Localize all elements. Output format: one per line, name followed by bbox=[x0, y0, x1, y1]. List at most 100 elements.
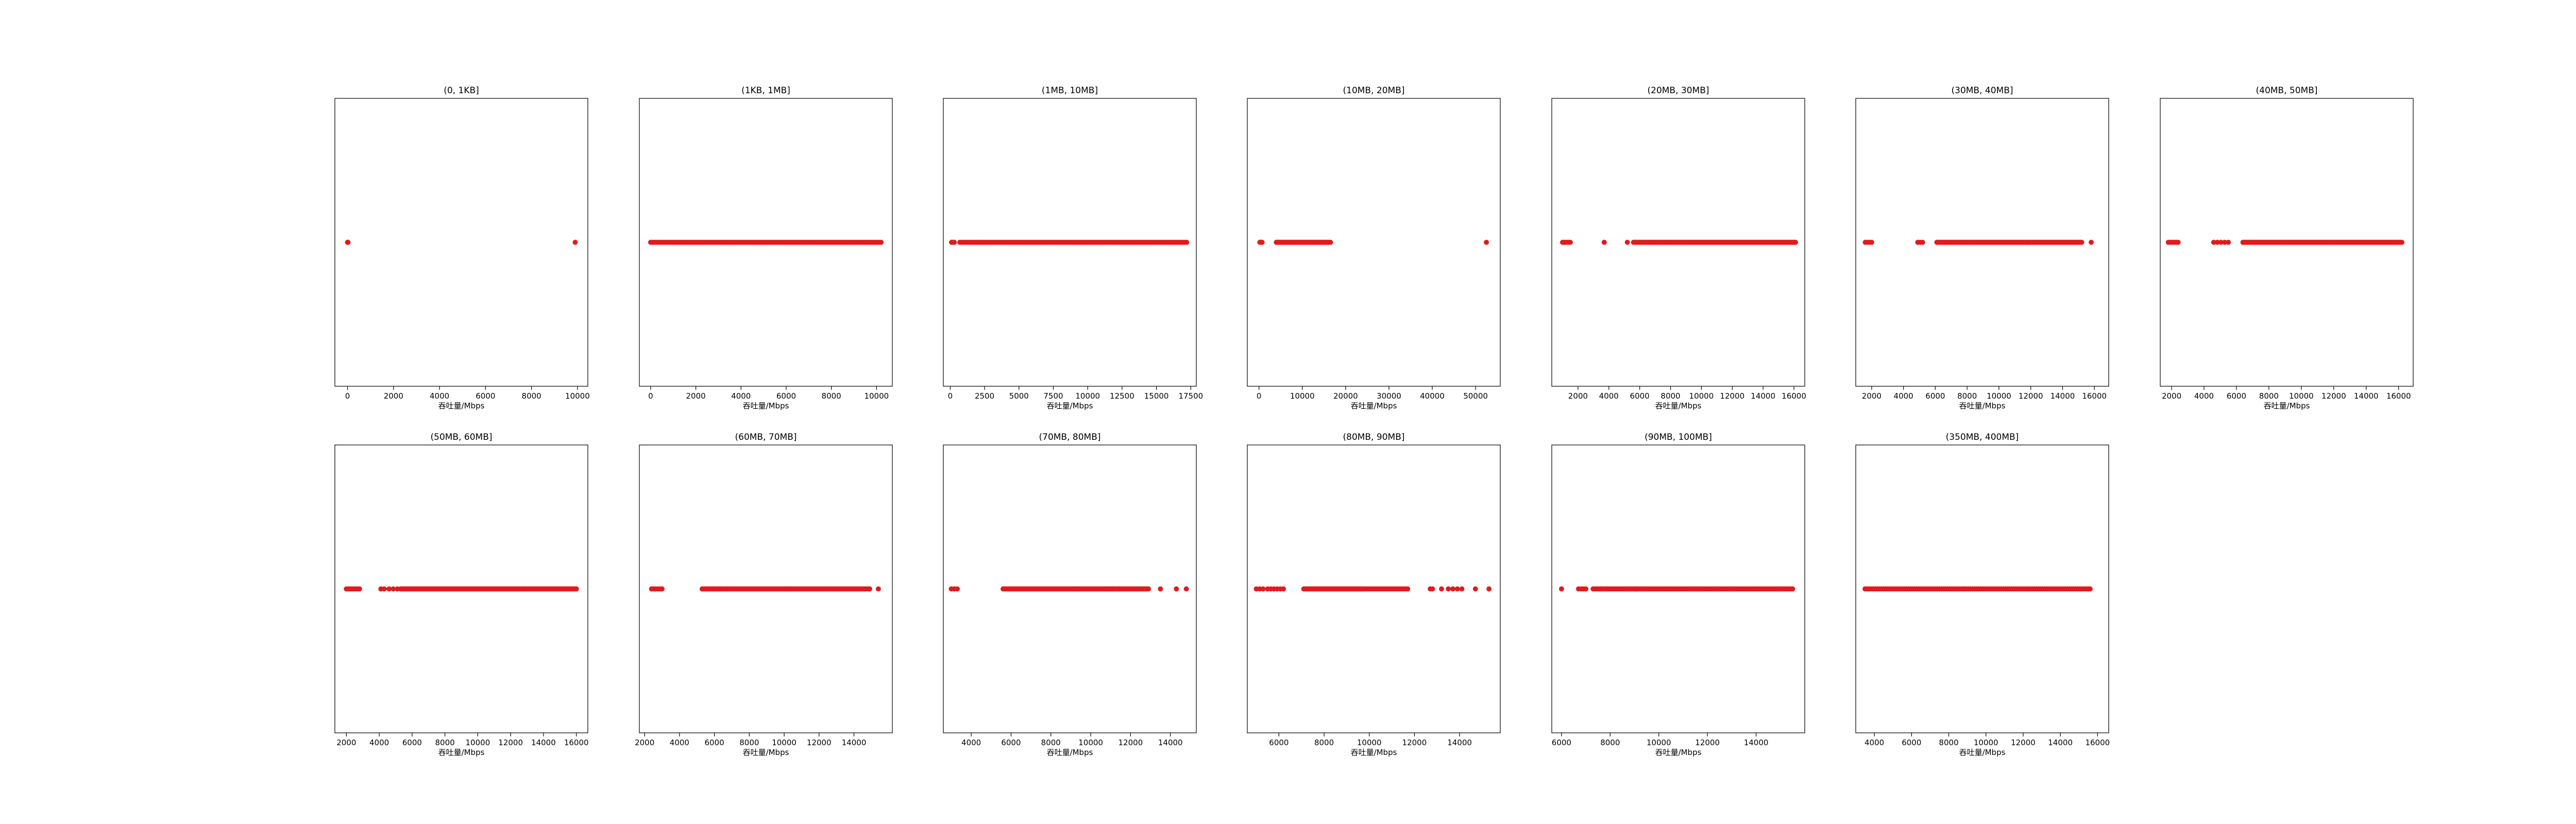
x-tick-label: 0 bbox=[948, 391, 953, 401]
x-tick-label: 8000 bbox=[1939, 738, 1958, 747]
data-point bbox=[1484, 239, 1489, 245]
data-point bbox=[1439, 586, 1445, 592]
x-tick-label: 12000 bbox=[2011, 738, 2036, 747]
x-tick-label: 6000 bbox=[476, 391, 495, 401]
subplot-title: (40MB, 50MB] bbox=[2256, 85, 2318, 96]
x-tick-label: 10000 bbox=[565, 391, 590, 401]
x-tick-label: 0 bbox=[1257, 391, 1262, 401]
data-point bbox=[2222, 239, 2228, 245]
x-tick-label: 12500 bbox=[1110, 391, 1134, 401]
subplot: (60MB, 70MB] 2000 4000 6000 8000 10000 12000 14… bbox=[635, 432, 893, 757]
x-tick-label: 2000 bbox=[2162, 391, 2181, 401]
x-axis-label: 吞吐量/Mbps bbox=[1047, 748, 1093, 757]
x-tick-label: 6000 bbox=[1925, 391, 1945, 401]
axes-frame bbox=[639, 98, 893, 387]
x-tick-label: 10000 bbox=[1357, 738, 1382, 747]
data-point bbox=[2211, 239, 2216, 245]
x-axis-label: 吞吐量/Mbps bbox=[743, 748, 789, 757]
data-point bbox=[1174, 586, 1179, 592]
data-point bbox=[381, 586, 387, 592]
x-tick-label: 50000 bbox=[1463, 391, 1488, 401]
x-tick-label: 16000 bbox=[2085, 738, 2110, 747]
axes-frame bbox=[1855, 444, 2109, 733]
x-axis-label: 吞吐量/Mbps bbox=[2264, 401, 2310, 410]
x-tick-label: 4000 bbox=[430, 391, 449, 401]
x-axis-label: 吞吐量/Mbps bbox=[1351, 748, 1397, 757]
x-tick-label: 6000 bbox=[1001, 738, 1021, 747]
x-tick-label: 10000 bbox=[1987, 391, 2011, 401]
x-tick-label: 7500 bbox=[1043, 391, 1063, 401]
data-point bbox=[1567, 239, 1573, 245]
x-tick-label: 8000 bbox=[1600, 738, 1620, 747]
x-tick-label: 10000 bbox=[864, 391, 889, 401]
subplot: (50MB, 60MB] 2000 4000 6000 8000 10000 12000 14… bbox=[334, 432, 589, 757]
x-tick-label: 6000 bbox=[402, 738, 422, 747]
x-axis-label: 吞吐量/Mbps bbox=[438, 748, 485, 757]
data-point bbox=[2175, 239, 2181, 245]
data-point bbox=[1430, 586, 1435, 592]
subplot-title: (60MB, 70MB] bbox=[735, 432, 797, 442]
x-tick-label: 15000 bbox=[1144, 391, 1169, 401]
data-point bbox=[1260, 586, 1266, 592]
x-tick-label: 14000 bbox=[2050, 391, 2075, 401]
data-point bbox=[1793, 239, 1799, 245]
x-tick-label: 12000 bbox=[2019, 391, 2043, 401]
data-point bbox=[1601, 239, 1607, 245]
x-tick-label: 10000 bbox=[772, 738, 796, 747]
x-tick-label: 16000 bbox=[2386, 391, 2411, 401]
x-tick-label: 14000 bbox=[531, 738, 556, 747]
x-tick-label: 4000 bbox=[1894, 391, 1913, 401]
x-tick-label: 8000 bbox=[1041, 738, 1061, 747]
data-point bbox=[1624, 239, 1630, 245]
x-axis-label: 吞吐量/Mbps bbox=[1959, 401, 2006, 410]
x-tick-label: 10000 bbox=[1974, 738, 1998, 747]
data-point bbox=[386, 586, 392, 592]
x-tick-label: 10000 bbox=[1075, 391, 1100, 401]
subplot-title: (1KB, 1MB] bbox=[741, 85, 790, 96]
x-tick-label: 2500 bbox=[975, 391, 994, 401]
x-tick-label: 2000 bbox=[384, 391, 403, 401]
x-tick-label: 12000 bbox=[1118, 738, 1143, 747]
data-point bbox=[1583, 586, 1589, 592]
data-point bbox=[1146, 586, 1151, 592]
x-tick-label: 8000 bbox=[435, 738, 455, 747]
data-point bbox=[867, 586, 872, 592]
data-point bbox=[1259, 239, 1265, 245]
data-point bbox=[2226, 239, 2231, 245]
subplot-title: (350MB, 400MB] bbox=[1946, 432, 2019, 442]
subplot-title: (50MB, 60MB] bbox=[431, 432, 493, 442]
x-tick-label: 4000 bbox=[369, 738, 389, 747]
x-tick-label: 6000 bbox=[1552, 738, 1571, 747]
x-tick-label: 20000 bbox=[1333, 391, 1358, 401]
x-tick-label: 2000 bbox=[336, 738, 356, 747]
x-tick-label: 0 bbox=[345, 391, 350, 401]
subplot-title: (70MB, 80MB] bbox=[1039, 432, 1101, 442]
data-point bbox=[2399, 239, 2404, 245]
x-tick-label: 8000 bbox=[822, 391, 841, 401]
axes-frame bbox=[1551, 444, 1805, 733]
x-tick-label: 2000 bbox=[1862, 391, 1882, 401]
x-axis-label: 吞吐量/Mbps bbox=[1655, 748, 1702, 757]
subplot-title: (0, 1KB] bbox=[444, 85, 479, 96]
x-tick-label: 14000 bbox=[1158, 738, 1183, 747]
data-point bbox=[2089, 239, 2094, 245]
data-point bbox=[1158, 586, 1163, 592]
subplot-title: (30MB, 40MB] bbox=[1952, 85, 2013, 96]
data-point bbox=[2087, 586, 2093, 592]
x-axis-label: 吞吐量/Mbps bbox=[743, 401, 789, 410]
x-tick-label: 14000 bbox=[1447, 738, 1472, 747]
data-point bbox=[1405, 586, 1411, 592]
x-tick-label: 8000 bbox=[739, 738, 759, 747]
x-tick-label: 4000 bbox=[670, 738, 689, 747]
data-point bbox=[955, 586, 960, 592]
x-tick-label: 8000 bbox=[2259, 391, 2279, 401]
subplot: (10MB, 20MB] 0 10000 20000 30000 40000 50000 吞吐… bbox=[1247, 85, 1501, 410]
x-tick-label: 16000 bbox=[564, 738, 589, 747]
x-tick-label: 4000 bbox=[731, 391, 751, 401]
axes-frame bbox=[2160, 98, 2414, 387]
subplot: (1MB, 10MB] 0 2500 5000 7500 10000 12500 15000 1… bbox=[943, 85, 1203, 410]
axes-frame bbox=[334, 98, 588, 387]
x-axis-label: 吞吐量/Mbps bbox=[438, 401, 485, 410]
x-tick-label: 6000 bbox=[1630, 391, 1650, 401]
data-point bbox=[1790, 586, 1795, 592]
